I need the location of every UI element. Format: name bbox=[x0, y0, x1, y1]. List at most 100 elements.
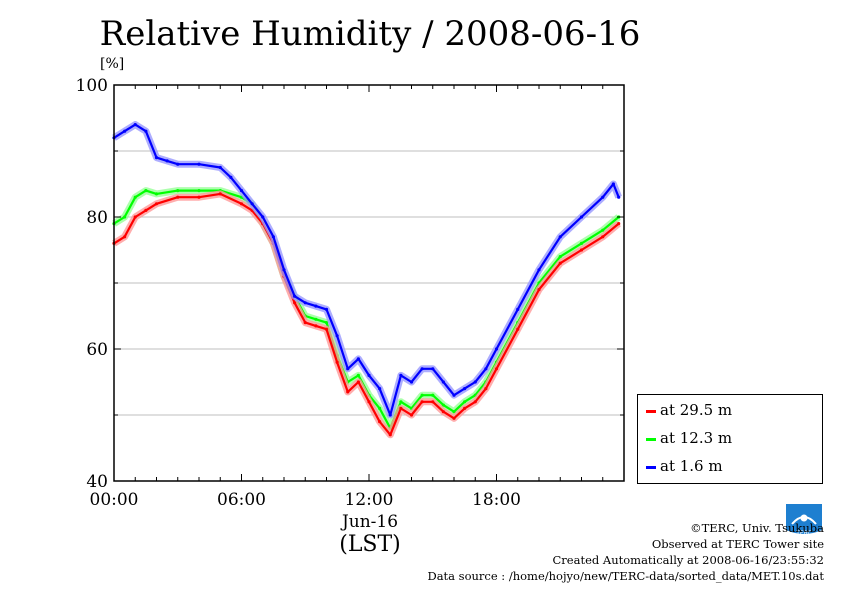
data-point bbox=[197, 195, 201, 199]
data-point bbox=[601, 228, 605, 232]
data-point bbox=[399, 406, 403, 410]
data-point bbox=[601, 235, 605, 239]
data-point bbox=[420, 393, 424, 397]
data-point bbox=[335, 334, 339, 338]
data-point bbox=[431, 400, 435, 404]
data-point bbox=[431, 367, 435, 371]
data-point bbox=[441, 410, 445, 414]
data-point bbox=[176, 189, 180, 193]
data-point bbox=[431, 393, 435, 397]
data-point bbox=[346, 367, 350, 371]
data-point bbox=[484, 367, 488, 371]
legend-item: at 12.3 m bbox=[638, 428, 822, 450]
data-point bbox=[261, 215, 265, 219]
data-point bbox=[154, 192, 159, 196]
legend: at 29.5 m at 12.3 m at 1.6 m bbox=[637, 394, 823, 484]
x-tick-label: 06:00 bbox=[217, 490, 266, 510]
data-point bbox=[601, 195, 605, 199]
data-point bbox=[293, 301, 297, 305]
grid-lines bbox=[114, 150, 624, 416]
data-point bbox=[463, 406, 467, 410]
x-axis-unit-label: (LST) bbox=[339, 532, 401, 557]
data-point bbox=[293, 294, 297, 298]
x-tick-label: 12:00 bbox=[345, 490, 394, 510]
data-point bbox=[617, 222, 621, 226]
data-point bbox=[388, 433, 392, 437]
data-point bbox=[356, 357, 360, 361]
data-point bbox=[133, 195, 137, 199]
data-point bbox=[229, 175, 233, 179]
series-line bbox=[113, 123, 620, 417]
series-line bbox=[113, 192, 620, 436]
data-point bbox=[239, 189, 244, 193]
data-point bbox=[144, 129, 148, 133]
data-point bbox=[452, 393, 456, 397]
y-tick-label: 80 bbox=[86, 208, 108, 228]
data-point bbox=[176, 162, 180, 166]
data-point bbox=[346, 390, 350, 394]
data-point bbox=[611, 182, 615, 186]
y-tick-label: 40 bbox=[86, 472, 108, 492]
data-point bbox=[314, 317, 318, 321]
data-point bbox=[123, 129, 127, 133]
data-point bbox=[144, 189, 148, 193]
data-point bbox=[335, 360, 339, 364]
x-axis-date-label: Jun-16 bbox=[341, 512, 399, 532]
data-point bbox=[356, 373, 360, 377]
data-point bbox=[441, 380, 445, 384]
data-point bbox=[463, 387, 467, 391]
data-point bbox=[537, 288, 541, 292]
legend-label: at 12.3 m bbox=[660, 429, 733, 447]
data-point bbox=[324, 327, 329, 331]
data-point bbox=[303, 321, 307, 325]
data-point bbox=[271, 235, 275, 239]
legend-item: at 1.6 m bbox=[638, 456, 822, 478]
data-point bbox=[579, 248, 584, 252]
data-point bbox=[399, 400, 403, 404]
y-axis-unit: [%] bbox=[100, 56, 125, 72]
data-point bbox=[154, 202, 159, 206]
data-point bbox=[484, 387, 488, 391]
legend-item: at 29.5 m bbox=[638, 400, 822, 422]
data-point bbox=[558, 261, 562, 265]
data-point bbox=[218, 165, 222, 170]
data-point bbox=[579, 241, 584, 245]
data-point bbox=[558, 255, 562, 259]
credit-source: Data source : /home/hojyo/new/TERC-data/… bbox=[427, 569, 824, 583]
data-point bbox=[250, 202, 254, 206]
data-point bbox=[516, 327, 520, 331]
data-point bbox=[367, 400, 371, 404]
data-point bbox=[494, 367, 499, 371]
data-point bbox=[537, 268, 541, 272]
legend-label: at 1.6 m bbox=[660, 457, 723, 475]
legend-swatch bbox=[646, 410, 656, 413]
data-point bbox=[123, 235, 127, 239]
data-point bbox=[176, 195, 180, 199]
data-point bbox=[409, 380, 414, 384]
data-point bbox=[197, 189, 201, 193]
data-point bbox=[463, 400, 467, 404]
credit-created: Created Automatically at 2008-06-16/23:5… bbox=[552, 553, 825, 567]
y-tick-label: 60 bbox=[86, 340, 108, 360]
x-tick-label: 00:00 bbox=[90, 490, 139, 510]
data-point bbox=[144, 208, 148, 212]
data-point bbox=[420, 367, 424, 371]
data-point bbox=[388, 413, 392, 417]
data-point bbox=[473, 380, 477, 384]
terc-logo: TERC bbox=[786, 504, 822, 537]
data-point bbox=[452, 416, 456, 420]
data-point bbox=[324, 321, 329, 325]
credit-site: Observed at TERC Tower site bbox=[651, 537, 824, 551]
credit-copyright: ©TERC, Univ. Tsukuba bbox=[690, 521, 824, 535]
data-point bbox=[420, 400, 424, 404]
credits: ©TERC, Univ. Tsukuba Observed at TERC To… bbox=[427, 520, 824, 584]
data-point bbox=[617, 195, 621, 199]
data-point bbox=[239, 202, 244, 206]
data-point bbox=[494, 347, 499, 351]
data-point bbox=[314, 324, 318, 328]
legend-label: at 29.5 m bbox=[660, 401, 733, 419]
data-point bbox=[282, 268, 286, 272]
data-point bbox=[133, 123, 137, 127]
data-point bbox=[399, 373, 403, 377]
